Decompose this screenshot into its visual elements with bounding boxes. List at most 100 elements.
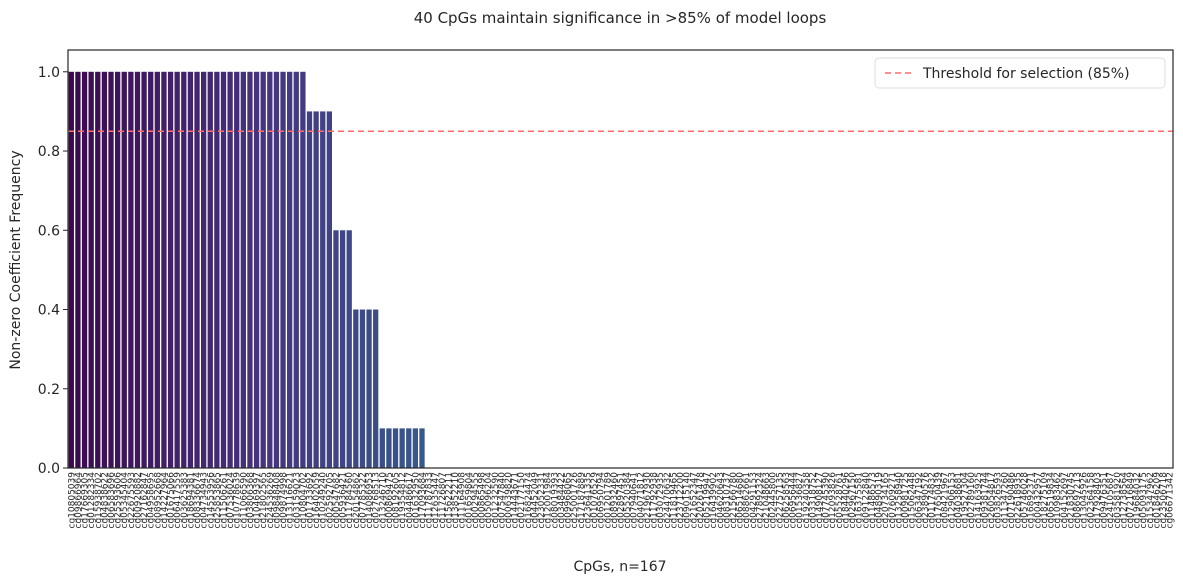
x-tick-label: cg15622211 [444,472,454,528]
x-tick-label: cg04291153 [749,472,759,528]
x-tick-label: cg03318752 [808,472,818,528]
x-tick-label: cg08336674 [193,472,203,529]
x-tick-label: cg04452049 [530,472,540,529]
x-tick-label: cg04734943 [200,472,210,528]
x-tick-label: cg25853865 [213,472,223,528]
x-tick-label: cg07216849 [1126,472,1136,529]
bar [267,71,273,468]
x-tick-label: cg04958695 [147,472,157,528]
bar [141,71,147,468]
bar [227,71,233,468]
bar [293,71,299,468]
bar [187,71,194,468]
bar [214,71,220,468]
x-tick-label: cg09381744 [980,472,990,529]
x-tick-label: cg04152697 [1060,472,1070,528]
x-tick-label: cg00639820 [504,472,514,529]
plot-frame [67,49,1174,469]
x-tick-label: cg17093684 [418,472,428,529]
bar [320,111,326,468]
x-tick-label: cg08310737 [722,472,732,528]
bar [167,71,174,468]
legend: Threshold for selection (85%) [874,57,1166,89]
bar [399,428,405,468]
legend-box [874,57,1166,89]
x-tick-label: cg08192605 [392,472,402,528]
x-tick-label: cg03625383 [180,472,190,528]
x-tick-label: cg19684032 [1133,472,1143,528]
bar [333,230,339,468]
x-tick-label: cg01675066 [167,472,177,529]
x-tick-label: cg14227964 [160,472,170,529]
bar [280,71,286,468]
bar [95,71,101,468]
x-tick-label: cg05936421 [339,472,349,528]
x-tick-label: cg09848408 [272,472,282,529]
x-tick-label: cg06583696 [107,472,117,529]
x-tick-label: cg17187889 [577,472,587,529]
x-tick-label: cg09476351 [1100,472,1110,528]
x-tick-label: cg19527304 [961,472,971,529]
x-tick-label: cg08862661 [742,472,752,528]
x-tick-label: cg11347260 [1000,472,1010,529]
y-tick-label: 1.0 [38,65,60,81]
x-tick-label: cg03072935 [656,472,666,528]
x-tick-label: cg00432957 [1033,472,1043,528]
x-tick-label: cg16402059 [312,472,322,529]
x-tick-label: cg04038681 [954,472,964,528]
bar [154,71,160,468]
x-tick-label: cg02897451 [617,472,627,528]
x-tick-label: cg16439902 [709,472,719,528]
x-tick-label: cg25001726 [570,472,580,529]
bar [306,111,313,468]
x-tick-label: cg09122840 [861,472,871,529]
x-tick-label: cg14553956 [206,472,216,529]
x-tick-label: cg21048663 [762,472,772,528]
x-tick-label: cg03826593 [994,472,1004,528]
x-tick-label: cg07190486 [1007,472,1017,529]
x-tick-label: cg15062448 [908,472,918,529]
bar [108,71,114,468]
x-tick-label: cg01232590 [491,472,501,529]
bar [121,71,127,468]
x-tick-label: cg15347962 [1146,472,1156,528]
x-tick-label: cg20734165 [881,472,891,528]
x-tick-label: cg14163925 [974,472,984,528]
x-tick-label: cg10469397 [253,472,263,528]
x-tick-label: cg01282334 [87,472,97,529]
x-tick-label: cg02789160 [967,472,977,529]
x-tick-label: cg11819465 [669,472,679,528]
bar [174,71,180,468]
x-tick-label: cg07785322 [358,472,368,528]
x-tick-label: cg08019393 [550,472,560,528]
x-tick-label: cg02768513 [372,472,382,528]
x-tick-label: cg13246710 [378,472,388,529]
x-tick-label: cg21967930 [643,472,653,529]
x-tick-label: cg08932460 [610,472,620,529]
bar [114,71,121,468]
x-tick-label: cg22675593 [127,472,137,528]
x-tick-label: cg05746028 [1020,472,1030,529]
x-tick-label: cg14443671 [511,472,521,528]
x-tick-label: cg11506261 [219,472,229,528]
x-tick-label: cg04838622 [100,472,110,528]
x-tick-label: cg16892371 [1027,472,1037,528]
x-tick-label: cg05345404 [120,472,130,529]
x-tick-label: cg25593606 [114,472,124,529]
bar [373,309,379,468]
x-tick-label: cg06671342 [1166,472,1176,528]
bar [240,71,246,468]
x-tick-label: cg07940641 [630,472,640,528]
x-tick-label: cg11164908 [458,472,468,529]
y-tick-label: 0.0 [38,461,60,477]
x-tick-label: cg17928403 [1093,472,1103,528]
x-tick-label: cg20261478 [696,472,706,529]
legend-label: Threshold for selection (85%) [922,66,1130,82]
x-tick-label: cg19354812 [398,472,408,528]
x-tick-label: cg05096204 [484,472,494,529]
x-tick-label: cg10249240 [319,472,329,529]
x-tick-label: cg15938702 [94,472,104,528]
x-tick-label: cg05093175 [1139,472,1149,528]
